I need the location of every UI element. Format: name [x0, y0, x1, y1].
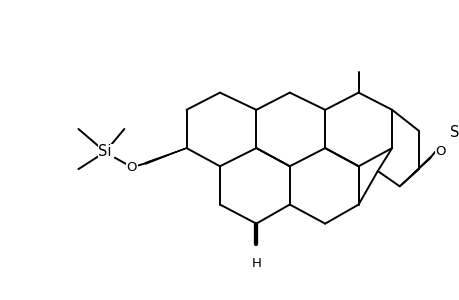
Text: H: H [251, 257, 261, 270]
Text: Si: Si [98, 144, 112, 159]
Text: O: O [127, 161, 137, 174]
Polygon shape [399, 157, 430, 186]
Polygon shape [145, 148, 186, 164]
Text: O: O [434, 146, 445, 158]
Text: H: H [251, 255, 261, 268]
Text: Si: Si [448, 125, 459, 140]
